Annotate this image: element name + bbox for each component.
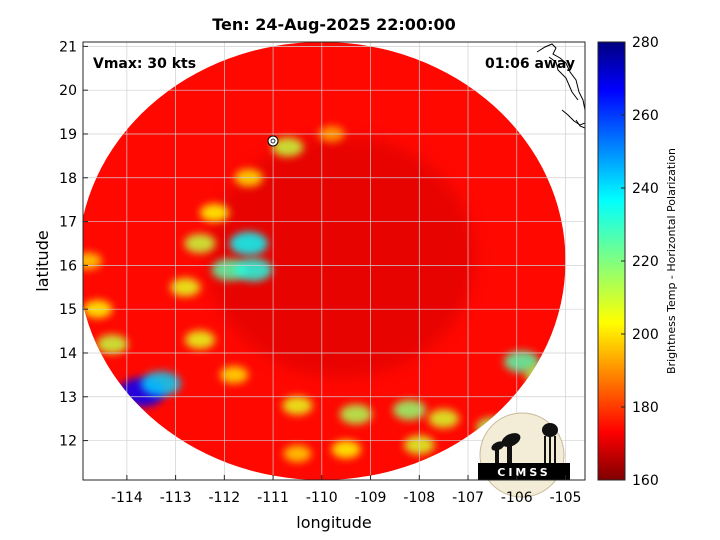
colorbar-tick-label-3: 220 [632, 254, 659, 270]
feature-15 [219, 366, 249, 384]
feature-3 [229, 231, 268, 256]
chart-title: Ten: 24-Aug-2025 22:00:00 [212, 15, 455, 34]
colorbar-gradient [597, 41, 626, 481]
y-tick-label-3: 15 [59, 302, 77, 318]
feature-16 [282, 396, 313, 415]
feature-14 [184, 330, 216, 350]
colorbar-tick-label-2: 200 [632, 327, 659, 343]
y-tick-label-1: 13 [59, 390, 77, 406]
x-tick-label-6: -108 [403, 490, 435, 506]
colorbar-label: Brightness Temp - Horizontal Polarizatio… [665, 148, 678, 374]
x-axis-label: longitude [296, 513, 371, 532]
x-tick-label-4: -110 [306, 490, 338, 506]
y-tick-label-2: 14 [59, 346, 77, 362]
water-tower-icon [542, 423, 558, 464]
y-tick-label-5: 17 [59, 215, 77, 231]
x-tick-label-3: -111 [257, 490, 289, 506]
logo-text: CIMSS [497, 466, 550, 479]
feature-19 [428, 409, 460, 429]
feature-5 [184, 233, 216, 254]
x-tick-label-9: -105 [550, 490, 582, 506]
feature-17 [339, 404, 373, 425]
y-tick-label-7: 19 [59, 127, 77, 143]
colorbar-ticks: 160 180 200 220 240 260 280 [621, 35, 659, 489]
y-tick-label-8: 20 [59, 83, 77, 99]
time-away-annotation: 01:06 away [485, 56, 575, 72]
y-tick-label-6: 18 [59, 171, 77, 187]
x-tick-label-7: -107 [452, 490, 484, 506]
feature-18 [392, 399, 427, 421]
y-tick-label-0: 12 [59, 434, 77, 450]
colorbar-tick-label-1: 180 [632, 400, 659, 416]
x-tick-label-5: -109 [355, 490, 387, 506]
feature-1 [141, 371, 181, 396]
axes-box [82, 41, 586, 481]
y-tick-label-4: 16 [59, 258, 77, 274]
colorbar: 160 180 200 220 240 260 280 Brightness Temp - … [597, 35, 678, 489]
feature-7 [199, 203, 230, 222]
colorbar-tick-label-5: 260 [632, 108, 659, 124]
colorbar-tick-label-0: 160 [632, 473, 659, 489]
swath-inner-cold-core [207, 136, 476, 378]
feature-23 [331, 440, 361, 459]
satellite-dish-icon [491, 433, 521, 464]
feature-25 [283, 445, 312, 463]
y-tick-label-9: 21 [59, 39, 77, 55]
x-tick-label-8: -106 [501, 490, 533, 506]
convective-features [83, 125, 558, 463]
colorbar-tick-label-6: 280 [632, 35, 659, 51]
feature-4 [234, 258, 273, 282]
x-axis: -114 -113 -112 -111 -110 -109 -108 -107 -106 -105 [111, 475, 581, 506]
coastline [536, 43, 585, 129]
x-tick-label-0: -114 [111, 490, 143, 506]
y-axis-label: latitude [33, 230, 52, 291]
x-tick-label-1: -113 [160, 490, 192, 506]
y-axis: 12 13 14 15 16 17 18 19 20 21 [59, 39, 88, 450]
feature-13 [83, 252, 102, 270]
x-tick-label-2: -112 [208, 490, 240, 506]
feature-11 [96, 334, 128, 354]
feature-21 [503, 350, 540, 373]
vmax-annotation: Vmax: 30 kts [93, 56, 196, 72]
feature-6 [170, 278, 201, 297]
feature-9 [272, 137, 304, 157]
cimss-logo: CIMSS [478, 412, 570, 498]
colorbar-tick-label-4: 240 [632, 181, 659, 197]
storm-center-marker [267, 135, 279, 147]
swath-layer [83, 42, 566, 480]
